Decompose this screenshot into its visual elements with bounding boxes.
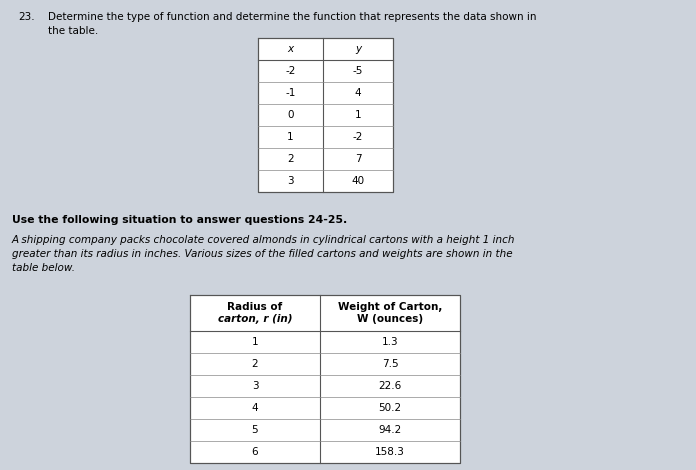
Text: 1: 1: [287, 132, 294, 142]
Text: carton, r (in): carton, r (in): [218, 314, 292, 324]
Bar: [258, 38, 393, 192]
Text: 2: 2: [252, 359, 258, 369]
Text: Radius of: Radius of: [228, 302, 283, 312]
Text: greater than its radius in inches. Various sizes of the filled cartons and weigh: greater than its radius in inches. Vario…: [12, 249, 513, 259]
Text: 7.5: 7.5: [381, 359, 398, 369]
Text: W (ounces): W (ounces): [357, 314, 423, 324]
Text: 6: 6: [252, 447, 258, 457]
Text: -1: -1: [285, 88, 296, 98]
Text: 94.2: 94.2: [379, 425, 402, 435]
Text: 3: 3: [287, 176, 294, 186]
Text: -5: -5: [353, 66, 363, 76]
Text: -2: -2: [353, 132, 363, 142]
Text: Use the following situation to answer questions 24-25.: Use the following situation to answer qu…: [12, 215, 347, 225]
Text: 3: 3: [252, 381, 258, 391]
Text: 40: 40: [351, 176, 365, 186]
Text: x: x: [287, 44, 294, 54]
Text: 23.: 23.: [18, 12, 35, 22]
Text: -2: -2: [285, 66, 296, 76]
Text: 1.3: 1.3: [381, 337, 398, 347]
Text: 50.2: 50.2: [379, 403, 402, 413]
Text: 4: 4: [355, 88, 361, 98]
Text: 4: 4: [252, 403, 258, 413]
Text: 158.3: 158.3: [375, 447, 405, 457]
Text: 7: 7: [355, 154, 361, 164]
Text: 5: 5: [252, 425, 258, 435]
Text: 1: 1: [355, 110, 361, 120]
Text: Determine the type of function and determine the function that represents the da: Determine the type of function and deter…: [48, 12, 537, 22]
Text: A shipping company packs chocolate covered almonds in cylindrical cartons with a: A shipping company packs chocolate cover…: [12, 235, 516, 245]
Text: table below.: table below.: [12, 263, 75, 273]
Text: y: y: [355, 44, 361, 54]
Text: Weight of Carton,: Weight of Carton,: [338, 302, 442, 312]
Text: 2: 2: [287, 154, 294, 164]
Text: the table.: the table.: [48, 26, 98, 36]
Text: 1: 1: [252, 337, 258, 347]
Bar: [190, 295, 460, 463]
Text: 0: 0: [287, 110, 294, 120]
Text: 22.6: 22.6: [379, 381, 402, 391]
